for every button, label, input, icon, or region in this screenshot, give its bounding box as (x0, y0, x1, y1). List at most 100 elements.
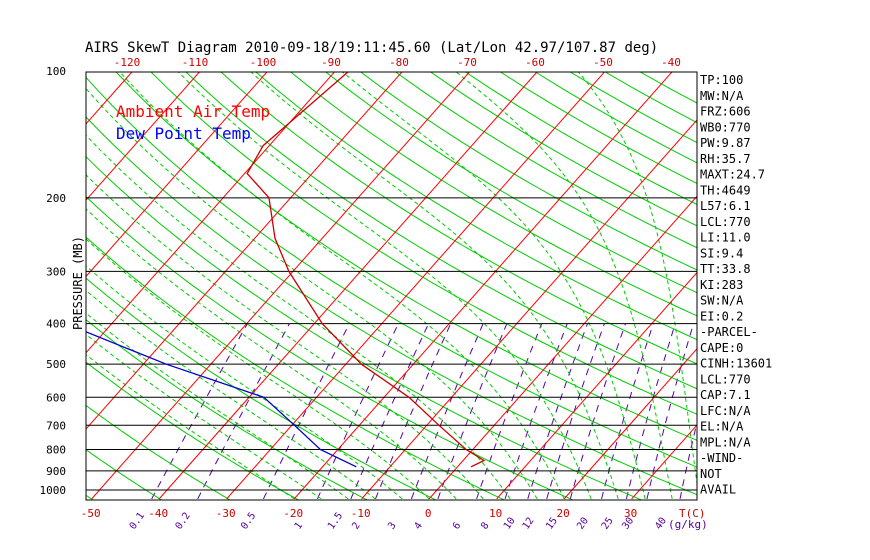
top-temp-tick-label: -40 (661, 56, 681, 69)
dry-adiabat (325, 72, 697, 294)
index-label: TP:100 (700, 73, 743, 87)
pressure-tick-label: 700 (46, 419, 66, 432)
isotherm-line (496, 271, 697, 500)
top-temp-tick-label: -70 (457, 56, 477, 69)
top-temp-tick-label: -50 (593, 56, 613, 69)
dry-adiabat (359, 72, 697, 271)
moist-adiabat (455, 72, 673, 500)
pressure-tick-label: 300 (46, 265, 66, 278)
bottom-temp-tick-label: 10 (489, 507, 502, 520)
mixing-ratio-tick-label: 25 (600, 516, 616, 532)
bottom-temp-tick-label: -20 (283, 507, 303, 520)
moist-adiabat (86, 208, 457, 500)
isotherm-line (767, 53, 870, 499)
index-label: LCL:770 (700, 215, 751, 229)
index-label: LCL:770 (700, 372, 751, 386)
mixing-ratio-line (263, 323, 350, 500)
mixing-ratio-line (646, 323, 695, 499)
mixing-ratio-tick-label: 3 (386, 520, 398, 531)
bottom-temp-tick-label: 0 (425, 507, 432, 520)
chart-title: AIRS SkewT Diagram 2010-09-18/19:11:45.6… (85, 40, 658, 56)
index-label: L57:6.1 (700, 199, 751, 213)
dry-adiabat (499, 72, 697, 185)
dry-adiabat (394, 72, 697, 249)
index-label: TT:33.8 (700, 262, 751, 276)
pressure-tick-label: 100 (46, 65, 66, 78)
y-axis-label: PRESSURE (MB) (71, 236, 85, 330)
isotherm-line (834, 53, 870, 499)
index-label: CINH:13601 (700, 357, 772, 371)
index-label: EL:N/A (700, 420, 744, 434)
isotherm-line (563, 348, 697, 500)
index-label: NOT (700, 467, 722, 481)
pressure-tick-label: 800 (46, 443, 66, 456)
index-label: AVAIL (700, 483, 736, 497)
mixing-ratio-tick-label: 12 (521, 516, 537, 532)
moist-adiabat (250, 72, 619, 500)
isotherm-line (86, 72, 336, 354)
moist-adiabat (177, 72, 592, 500)
mixing-ratio-line (569, 323, 626, 500)
mixing-ratio-unit-label: (g/kg) (668, 518, 708, 531)
mixing-ratio-tick-label: 1 (293, 520, 305, 531)
mixing-ratio-tick-label: 40 (653, 516, 669, 532)
index-label: -PARCEL- (700, 325, 758, 339)
pressure-tick-label: 500 (46, 358, 66, 371)
mixing-ratio-tick-label: 10 (502, 516, 518, 532)
isotherm-line (158, 72, 538, 500)
index-label: RH:35.7 (700, 152, 751, 166)
isotherm-line (0, 53, 14, 499)
index-label: PW:9.87 (700, 136, 751, 150)
top-temp-tick-label: -80 (389, 56, 409, 69)
moist-adiabat (86, 312, 349, 500)
pressure-tick-label: 900 (46, 465, 66, 478)
bottom-temp-tick-label: 30 (624, 507, 637, 520)
top-temp-tick-label: -90 (321, 56, 341, 69)
index-label: MAXT:24.7 (700, 168, 765, 182)
mixing-ratio-line (350, 323, 429, 500)
bottom-temp-tick-label: -10 (351, 507, 371, 520)
bottom-temp-tick-label: 20 (557, 507, 570, 520)
isotherm-line (226, 72, 606, 500)
moist-adiabat (86, 87, 538, 500)
mixing-ratio-line (151, 323, 248, 500)
mixing-ratio-tick-label: 20 (575, 516, 591, 532)
index-label: MPL:N/A (700, 435, 751, 449)
mixing-ratio-tick-label: 2 (350, 520, 362, 531)
mixing-ratio-line (476, 323, 543, 500)
pressure-tick-label: 200 (46, 192, 66, 205)
mixing-ratio-tick-label: 0.5 (239, 511, 258, 532)
dew-point-temp-line (86, 331, 357, 468)
moist-adiabat (577, 72, 697, 488)
index-label: -WIND- (700, 451, 743, 465)
dry-adiabat (255, 72, 697, 341)
index-label: LI:11.0 (700, 231, 751, 245)
moist-adiabat (119, 72, 565, 500)
dry-adiabat (429, 72, 697, 227)
mixing-ratio-line (375, 323, 452, 500)
index-label: WB0:770 (700, 120, 751, 134)
pressure-tick-label: 400 (46, 318, 66, 331)
mixing-ratio-line (504, 323, 568, 500)
dry-adiabat (290, 72, 697, 317)
mixing-ratio-tick-label: 6 (451, 520, 463, 531)
dry-adiabat (150, 72, 697, 415)
mixing-ratio-line (625, 323, 676, 500)
top-temp-tick-label: -60 (525, 56, 545, 69)
ambient-air-temp-line (246, 72, 486, 468)
pressure-tick-label: 600 (46, 391, 66, 404)
index-label: MW:N/A (700, 89, 744, 103)
index-label: SI:9.4 (700, 246, 743, 260)
legend-dew-point-temp: Dew Point Temp (116, 124, 251, 143)
index-label: CAPE:0 (700, 341, 743, 355)
mixing-ratio-tick-label: 8 (479, 520, 491, 531)
moist-adiabat (86, 354, 295, 500)
x-axis-unit-label: T(C) (679, 507, 706, 520)
index-label: LFC:N/A (700, 404, 751, 418)
index-label: KI:283 (700, 278, 743, 292)
isotherm-line (86, 72, 268, 278)
bottom-temp-tick-label: -50 (81, 507, 101, 520)
mixing-ratio-tick-label: 0.1 (128, 511, 147, 532)
moist-adiabat (86, 265, 403, 500)
